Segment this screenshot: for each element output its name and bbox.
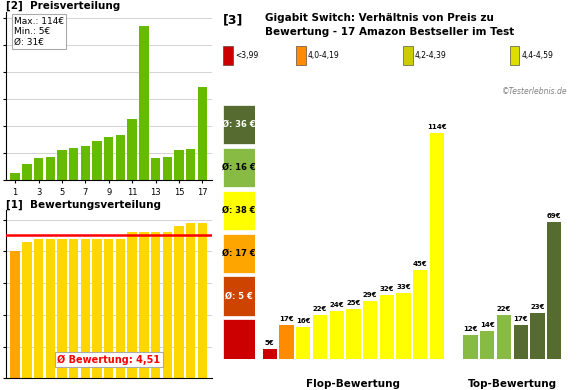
Text: 5€: 5€ — [265, 340, 274, 346]
Bar — [34, 239, 44, 378]
Bar — [363, 301, 377, 359]
Bar — [223, 46, 233, 65]
Text: Ø: 38 €: Ø: 38 € — [223, 206, 256, 215]
Bar — [104, 239, 114, 378]
Text: Ø: 5 €: Ø: 5 € — [225, 292, 253, 301]
Bar — [162, 232, 172, 378]
Bar — [81, 239, 90, 378]
Bar — [380, 296, 394, 359]
Bar — [69, 239, 78, 378]
Bar — [128, 232, 137, 378]
Text: Ø: 16 €: Ø: 16 € — [222, 163, 256, 172]
Text: Max.: 114€
Min.: 5€
Ø: 31€: Max.: 114€ Min.: 5€ Ø: 31€ — [14, 17, 64, 46]
Text: <3,99: <3,99 — [235, 51, 258, 60]
Text: [3]: [3] — [223, 13, 244, 27]
Text: 32€: 32€ — [380, 287, 394, 292]
Bar — [510, 46, 520, 65]
Bar — [497, 315, 511, 359]
Text: Ø Bewertung: 4,51: Ø Bewertung: 4,51 — [57, 355, 160, 365]
Bar — [139, 27, 148, 180]
Text: 4,4-4,59: 4,4-4,59 — [521, 51, 553, 60]
Text: 23€: 23€ — [530, 304, 545, 310]
Bar — [10, 252, 20, 378]
Bar — [223, 277, 255, 316]
Text: 4,2-4,39: 4,2-4,39 — [415, 51, 446, 60]
Bar — [116, 135, 125, 180]
Text: [2]  Preisverteilung: [2] Preisverteilung — [6, 1, 120, 11]
Bar — [223, 148, 255, 187]
Bar — [174, 150, 184, 180]
Text: 24€: 24€ — [329, 302, 344, 308]
Bar — [57, 150, 67, 180]
Bar — [313, 315, 327, 359]
Bar — [296, 46, 306, 65]
Bar — [346, 309, 361, 359]
Bar — [329, 311, 344, 359]
Bar — [116, 239, 125, 378]
Text: 14€: 14€ — [480, 322, 495, 328]
Bar — [22, 164, 31, 180]
Text: Gigabit Switch: Verhältnis von Preis zu
Bewertung - 17 Amazon Bestseller im Test: Gigabit Switch: Verhältnis von Preis zu … — [266, 13, 514, 37]
Bar — [69, 147, 78, 180]
Text: 16€: 16€ — [296, 318, 310, 324]
Bar — [223, 105, 255, 144]
Text: Ø: 36 €: Ø: 36 € — [223, 120, 256, 129]
Bar — [480, 331, 494, 359]
Text: 69€: 69€ — [547, 213, 561, 219]
Bar — [139, 232, 148, 378]
Bar — [46, 239, 55, 378]
Bar — [430, 133, 444, 359]
Bar — [186, 223, 195, 378]
Text: 114€: 114€ — [427, 124, 447, 130]
Text: 22€: 22€ — [313, 306, 327, 312]
Bar — [296, 327, 310, 359]
Bar — [22, 242, 31, 378]
Text: 12€: 12€ — [463, 326, 478, 332]
Bar — [463, 335, 477, 359]
Text: 4,0-4,19: 4,0-4,19 — [308, 51, 340, 60]
Text: 22€: 22€ — [496, 306, 511, 312]
Text: 25€: 25€ — [346, 300, 361, 306]
Text: 29€: 29€ — [363, 292, 378, 298]
Bar — [128, 119, 137, 180]
Bar — [174, 226, 184, 378]
Text: 17€: 17€ — [513, 316, 528, 322]
Bar — [57, 239, 67, 378]
Bar — [263, 349, 277, 359]
Text: 17€: 17€ — [279, 316, 294, 322]
Bar — [186, 149, 195, 180]
Text: Top-Bewertung: Top-Bewertung — [467, 379, 557, 388]
Bar — [10, 173, 20, 180]
Bar — [162, 157, 172, 180]
Text: Ø: 17 €: Ø: 17 € — [223, 249, 256, 258]
Bar — [223, 191, 255, 230]
Bar — [198, 223, 207, 378]
Text: ©Testerlebnis.de: ©Testerlebnis.de — [502, 87, 567, 96]
Bar — [223, 319, 255, 359]
Text: 33€: 33€ — [396, 284, 411, 291]
Text: Flop-Bewertung: Flop-Bewertung — [306, 379, 400, 388]
Bar — [223, 234, 255, 273]
Bar — [198, 87, 207, 180]
Bar — [513, 325, 528, 359]
Bar — [92, 239, 101, 378]
Bar — [397, 293, 411, 359]
Bar — [151, 232, 160, 378]
Bar — [547, 222, 561, 359]
Bar — [151, 158, 160, 180]
Bar — [280, 325, 293, 359]
Text: [1]  Bewertungsverteilung: [1] Bewertungsverteilung — [6, 199, 161, 209]
Bar — [530, 313, 545, 359]
Bar — [46, 157, 55, 180]
Bar — [92, 141, 101, 180]
Bar — [81, 146, 90, 180]
Bar — [403, 46, 413, 65]
Bar — [104, 137, 114, 180]
Bar — [413, 270, 427, 359]
Bar — [34, 158, 44, 180]
Text: 45€: 45€ — [413, 261, 427, 267]
